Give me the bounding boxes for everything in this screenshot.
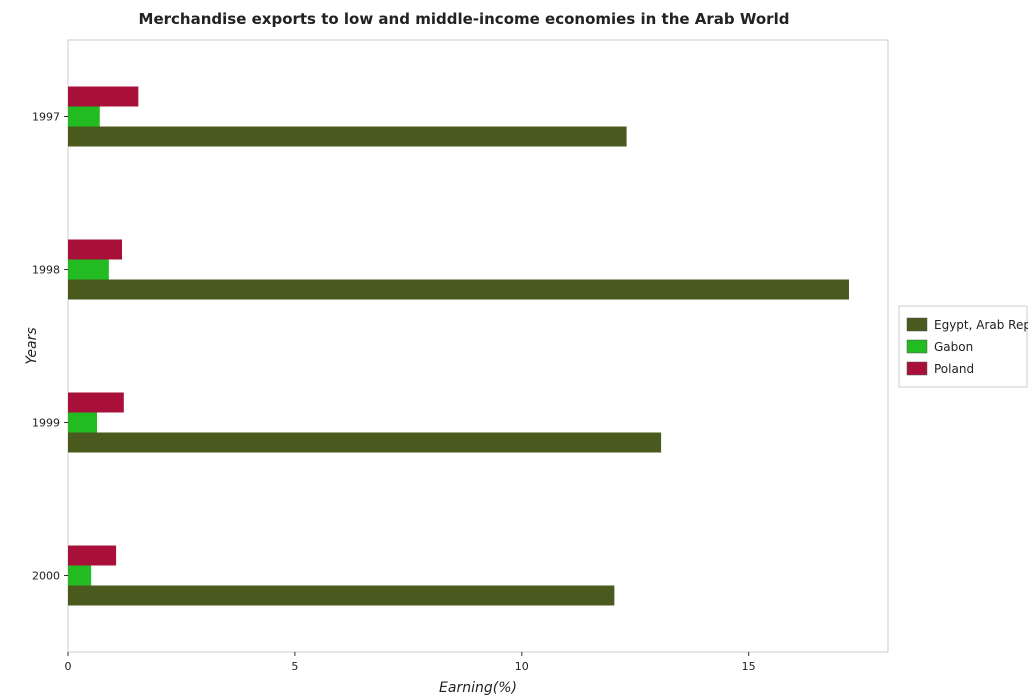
x-axis-ticks: 0 5 10 15: [65, 652, 756, 673]
bar-egypt-arab-rep-1999: [68, 432, 662, 453]
legend-swatch: [906, 339, 928, 354]
bar-gabon-1999: [68, 412, 98, 433]
x-tick-label: 0: [65, 660, 72, 673]
y-tick-label: 1997: [32, 111, 60, 124]
y-tick-label: 1999: [32, 417, 60, 430]
x-tick-label: 5: [291, 660, 298, 673]
bar-gabon-2000: [68, 565, 92, 586]
chart-title: Merchandise exports to low and middle-in…: [139, 10, 790, 28]
legend-label: Egypt, Arab Rep.: [934, 318, 1028, 332]
legend-swatch: [906, 361, 928, 376]
bar-poland-1997: [68, 86, 139, 107]
bar-gabon-1998: [68, 259, 109, 280]
y-axis-ticks: 1997 1998 1999 2000: [32, 111, 68, 583]
y-axis-label: Years: [24, 327, 40, 364]
x-tick-label: 15: [742, 660, 756, 673]
legend-label: Gabon: [934, 340, 973, 354]
legend: Egypt, Arab Rep. Gabon Poland: [898, 305, 1028, 388]
bar-egypt-arab-rep-1997: [68, 126, 627, 147]
bars-group: [68, 86, 849, 606]
y-tick-label: 1998: [32, 264, 60, 277]
bar-egypt-arab-rep-1998: [68, 279, 849, 300]
bar-poland-2000: [68, 545, 117, 566]
bar-gabon-1997: [68, 106, 100, 127]
bar-poland-1999: [68, 392, 124, 413]
bar-egypt-arab-rep-2000: [68, 585, 615, 606]
bar-poland-1998: [68, 239, 123, 260]
x-tick-label: 10: [515, 660, 529, 673]
x-axis-label: Earning(%): [439, 680, 517, 696]
y-tick-label: 2000: [32, 570, 60, 583]
legend-label: Poland: [934, 362, 974, 376]
legend-swatch: [906, 317, 928, 332]
